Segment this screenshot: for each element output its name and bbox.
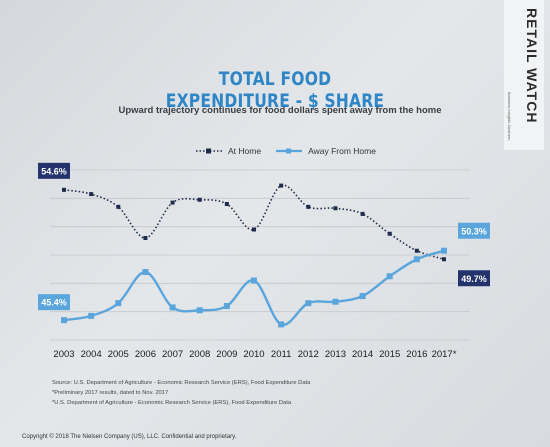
data-label-box (38, 162, 70, 179)
retail-watch-logo: RETAIL WATCH Business Insights Southern (504, 0, 544, 150)
data-point-away-from-home (305, 300, 312, 307)
chart-subtitle: Upward trajectory continues for food dol… (118, 105, 442, 116)
data-label-box (38, 294, 70, 311)
data-point-at-home (414, 248, 419, 253)
x-tick-label: 2012 (298, 349, 319, 360)
data-point-at-home (387, 231, 392, 236)
data-point-at-home (197, 197, 202, 202)
data-point-away-from-home (251, 277, 257, 284)
x-tick-label: 2006 (135, 349, 156, 360)
x-tick-label: 2008 (189, 349, 210, 360)
data-label-box (458, 270, 490, 287)
data-point-at-home (442, 257, 446, 262)
x-tick-label: 2010 (243, 349, 264, 360)
x-tick-label: 2017* (432, 349, 457, 360)
data-point-at-home (333, 206, 338, 211)
data-point-at-home (360, 211, 365, 216)
x-tick-label: 2007 (162, 349, 183, 360)
data-point-away-from-home (223, 303, 230, 309)
data-label: 45.4% (41, 298, 67, 308)
footnote-usda: *U.S. Department of Agriculture - Econom… (52, 400, 292, 406)
x-tick-label: 2014 (352, 349, 373, 360)
data-point-away-from-home (196, 307, 203, 314)
data-point-away-from-home (115, 300, 122, 307)
legend-swatch-at-home (196, 148, 222, 154)
legend-label-at-home: At Home (228, 146, 262, 156)
data-point-away-from-home (359, 293, 366, 300)
x-tick-label: 2013 (325, 349, 346, 360)
data-label-box (458, 222, 490, 239)
data-point-away-from-home (413, 256, 420, 263)
x-tick-label: 2009 (216, 349, 237, 360)
data-point-at-home (89, 192, 94, 197)
data-point-at-home (224, 202, 229, 206)
chart-legend: At Home Away From Home (195, 146, 376, 156)
footnotes: Source: U.S. Department of Agriculture -… (52, 378, 310, 408)
data-point-away-from-home (332, 298, 339, 305)
data-point-at-home (143, 236, 148, 240)
x-tick-label: 2011 (271, 349, 291, 360)
data-point-at-home (279, 183, 284, 188)
data-point-away-from-home (441, 247, 447, 254)
data-point-away-from-home (142, 269, 149, 275)
series-line-away-from-home (63, 249, 445, 326)
x-tick-label: 2004 (81, 349, 102, 360)
brand-tagline: Business Insights Southern (507, 92, 512, 141)
x-tick-label: 2016 (406, 349, 427, 360)
data-point-away-from-home (278, 321, 285, 328)
data-point-at-home (62, 187, 66, 192)
x-tick-label: 2015 (379, 349, 400, 360)
chart-title: TOTAL FOOD EXPENDITURE - $ SHARE (165, 68, 385, 112)
footnote-preliminary: *Preliminary 2017 results, dated to Nov.… (52, 390, 169, 396)
x-tick-label: 2005 (108, 349, 129, 360)
legend-item-at-home: At Home (195, 146, 261, 156)
copyright: Copyright © 2018 The Nielsen Company (US… (22, 434, 237, 440)
data-point-at-home (116, 204, 121, 209)
data-point-away-from-home (61, 317, 67, 324)
data-label: 54.6% (41, 166, 67, 176)
data-point-at-home (252, 227, 256, 232)
legend-swatch-away (276, 148, 303, 154)
data-point-away-from-home (169, 304, 176, 311)
brand-name: RETAIL WATCH (524, 8, 540, 124)
data-point-at-home (170, 200, 175, 205)
legend-label-away: Away From Home (308, 146, 376, 156)
x-tick-label: 2003 (53, 349, 74, 360)
data-point-away-from-home (386, 273, 393, 280)
data-label: 50.3% (461, 226, 487, 236)
data-point-away-from-home (88, 312, 95, 319)
data-point-at-home (306, 204, 311, 209)
data-label: 49.7% (461, 274, 487, 284)
series-line-at-home (63, 184, 445, 261)
legend-item-away: Away From Home (275, 146, 376, 156)
footnote-source: Source: U.S. Department of Agriculture -… (52, 380, 311, 386)
